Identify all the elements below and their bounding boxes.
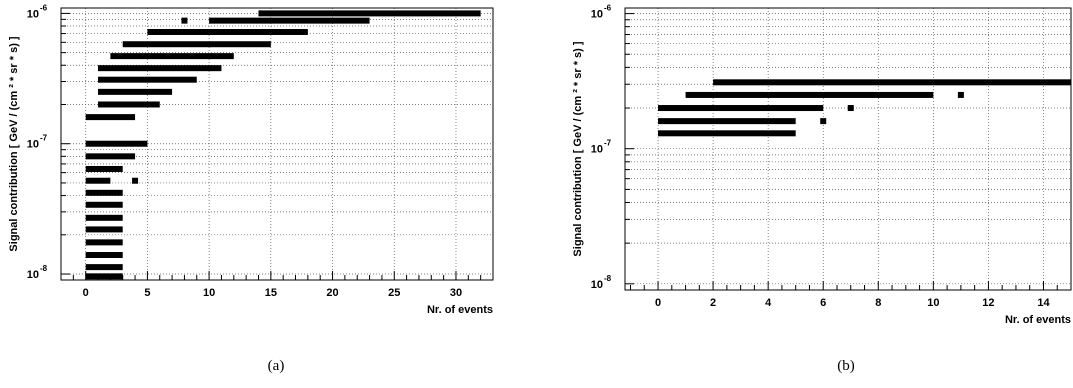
x-tick-label: 0 <box>83 287 89 299</box>
interval-bar <box>209 17 370 24</box>
interval-bar <box>98 88 173 95</box>
interval-bar <box>85 177 111 184</box>
plot-frame <box>624 7 1072 291</box>
interval-bar <box>658 130 796 137</box>
interval-bar <box>85 201 123 208</box>
y-tick-label: 10 <box>591 9 603 21</box>
interval-bar <box>85 273 123 280</box>
interval-bar <box>685 91 934 98</box>
interval-bar <box>85 189 123 196</box>
y-tick-exponent: -6 <box>40 3 48 12</box>
interval-bar <box>85 251 123 258</box>
x-tick-label: 4 <box>765 297 772 309</box>
interval-bar <box>658 118 796 125</box>
y-tick-label: 10 <box>591 279 603 291</box>
y-tick-exponent: -8 <box>604 274 612 283</box>
interval-bar <box>85 239 123 246</box>
interval-bar <box>85 114 136 121</box>
interval-bar <box>98 101 160 108</box>
interval-bar <box>713 79 1071 86</box>
interval-bar <box>258 10 481 17</box>
interval-bar <box>85 165 123 172</box>
interval-bar <box>85 214 123 221</box>
x-tick-label: 8 <box>875 297 881 309</box>
x-tick-label: 5 <box>144 287 150 299</box>
interval-bar <box>147 28 308 35</box>
data-point <box>820 118 827 125</box>
interval-bar <box>110 53 234 60</box>
x-tick-label: 6 <box>820 297 826 309</box>
y-tick-exponent: -8 <box>40 264 48 273</box>
x-tick-label: 30 <box>450 287 462 299</box>
panel-caption: (a) <box>268 358 285 374</box>
interval-bar <box>122 41 271 48</box>
data-point <box>132 177 139 184</box>
y-tick-label: 10 <box>27 269 39 281</box>
x-tick-label: 20 <box>326 287 338 299</box>
x-tick-label: 25 <box>388 287 400 299</box>
y-tick-exponent: -7 <box>40 134 48 143</box>
x-axis-title: Nr. of events <box>427 304 493 316</box>
x-tick-label: 12 <box>982 297 994 309</box>
x-tick-label: 0 <box>655 297 661 309</box>
x-axis-title: Nr. of events <box>1005 314 1071 326</box>
x-tick-label: 2 <box>710 297 716 309</box>
panel-caption: (b) <box>837 358 855 374</box>
x-tick-label: 10 <box>927 297 939 309</box>
y-tick-exponent: -7 <box>604 139 612 148</box>
data-point <box>847 105 854 112</box>
interval-bar <box>85 153 136 160</box>
y-tick-label: 10 <box>27 8 39 20</box>
data-point <box>181 17 188 24</box>
y-tick-label: 10 <box>27 139 39 151</box>
x-tick-label: 14 <box>1037 297 1050 309</box>
interval-bar <box>658 105 824 112</box>
interval-bar <box>85 264 123 271</box>
plot-frame <box>60 7 494 281</box>
y-tick-label: 10 <box>591 144 603 156</box>
interval-bar <box>85 226 123 233</box>
data-point <box>957 91 964 98</box>
y-axis-title: Signal contribution [ GeV / (cm ² * sr *… <box>8 36 20 251</box>
interval-bar <box>98 65 222 72</box>
x-tick-label: 10 <box>203 287 215 299</box>
x-tick-label: 15 <box>265 287 277 299</box>
interval-bar <box>85 140 148 147</box>
y-axis-title: Signal contribution [ GeV / (cm ² * sr *… <box>572 41 584 256</box>
interval-bar <box>98 76 197 83</box>
y-tick-exponent: -6 <box>604 4 612 13</box>
